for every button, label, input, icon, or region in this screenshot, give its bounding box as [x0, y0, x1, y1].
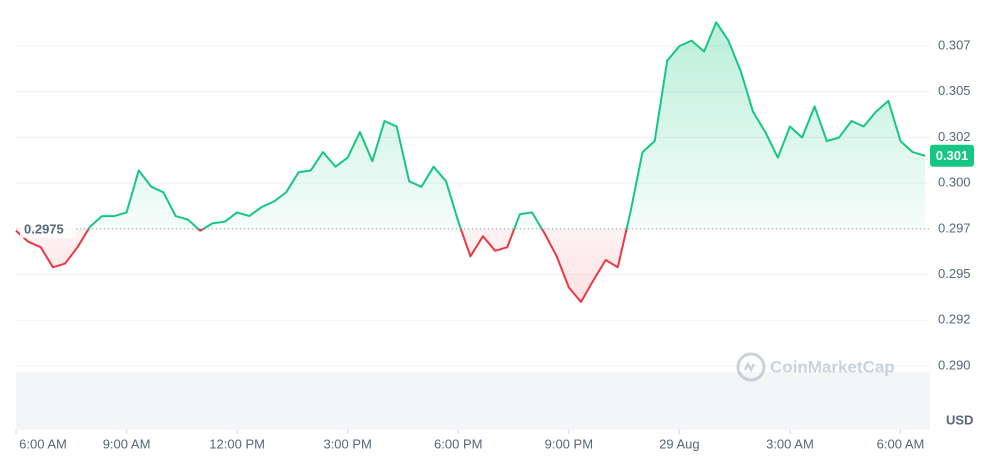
y-tick-label: 0.305 [938, 83, 971, 98]
x-tick-label: 6:00 AM [19, 436, 67, 451]
x-tick-label: 6:00 PM [434, 436, 482, 451]
x-tick-label: 3:00 AM [766, 436, 814, 451]
x-tick-label: 6:00 AM [877, 436, 925, 451]
y-tick-label: 0.297 [938, 220, 971, 235]
volume-band [16, 372, 930, 430]
current-price-box [930, 144, 974, 167]
y-tick-label: 0.307 [938, 37, 971, 52]
baseline-label: 0.2975 [24, 221, 64, 236]
x-tick-label: 12:00 PM [209, 436, 265, 451]
x-tick-label: 3:00 PM [323, 436, 371, 451]
x-tick-label: 29 Aug [659, 436, 700, 451]
y-tick-label: 0.302 [938, 129, 971, 144]
y-tick-label: 0.300 [938, 175, 971, 190]
currency-label: USD [946, 412, 973, 427]
plot: 0.2975 [15, 21, 930, 303]
baseline-label-bg [20, 219, 76, 238]
watermark-text: CoinMarketCap [770, 357, 895, 376]
x-tick-label: 9:00 AM [103, 436, 151, 451]
area-fill [16, 22, 926, 303]
y-tick-label: 0.292 [938, 312, 971, 327]
current-price-label: 0.301 [936, 148, 969, 163]
y-tick-label: 0.295 [938, 266, 971, 281]
watermark: CoinMarketCap [736, 352, 895, 382]
price-line [15, 21, 926, 303]
y-tick-label: 0.290 [938, 357, 971, 372]
x-tick-label: 9:00 PM [545, 436, 593, 451]
